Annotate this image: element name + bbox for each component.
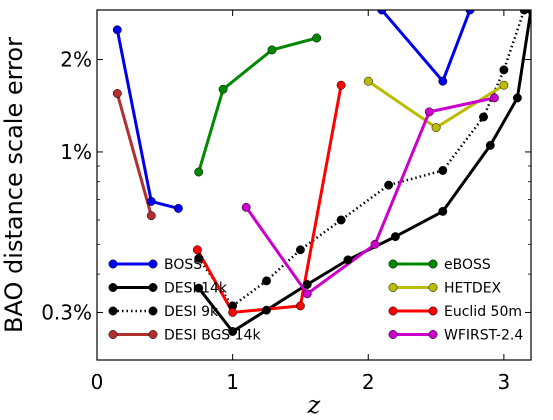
x-tick-label: 1 [226,370,239,394]
data-point-desi-14k-3 [302,280,312,289]
series-line-boss [115,29,179,210]
data-point-desi-9k-8 [499,65,509,75]
data-point-eboss-0 [194,167,204,177]
data-point-boss-1 [146,196,156,206]
data-point-desi-9k-4 [336,215,346,225]
data-point-eboss-1 [218,84,228,94]
data-point-desi-14k-1 [228,327,238,336]
data-point-desi-9k-6 [438,166,448,175]
marker-layer [112,10,531,336]
series-line-desi-bgs-14k [115,93,153,217]
series-layer [115,10,531,333]
data-point-desi-bgs-14k-0 [112,89,122,98]
data-point-desi-14k-7 [485,140,495,150]
legend-label-desi-14k: DESI 14k [164,281,228,297]
legend-label-desi-bgs-14k: DESI BGS 14k [164,328,261,344]
x-axis-title: z [307,391,321,419]
data-point-euclid-50m-3 [336,80,346,90]
legend-marker-desi-14k [148,283,158,292]
y-tick-label: 1% [60,140,92,164]
legend-marker-eboss [428,259,438,269]
legend-label-boss: BOSS [164,257,202,273]
tick-layer: 0 1 2 3 0.3% 1% 2% [41,10,531,394]
data-point-boss-high-z-0 [377,10,387,15]
legend-marker-euclid-50m [428,306,438,316]
x-tick-label: 2 [362,370,375,394]
legend-marker-hetdex [388,283,398,292]
y-tick-label: 0.3% [41,300,92,324]
data-point-desi-9k-5 [384,180,394,190]
legend-marker-desi-9k [148,306,158,316]
legend-marker-boss [148,259,158,269]
data-point-euclid-50m-2 [295,301,305,311]
legend-marker-hetdex [428,283,438,292]
data-point-desi-14k-8 [512,93,522,103]
data-point-desi-9k-7 [479,112,488,122]
legend-label-wfirst-2-4: WFIRST-2.4 [444,328,523,344]
data-point-desi-14k-2 [262,305,271,315]
legend-marker-desi-bgs-14k [148,330,158,339]
data-point-hetdex-1 [431,123,441,133]
data-point-euclid-50m-1 [228,307,238,317]
plot-frame [96,9,532,361]
y-axis-title: BAO distance scale error [0,37,28,333]
data-point-boss-high-z-2 [465,10,475,15]
legend-marker-wfirst-2-4 [388,330,398,339]
data-point-wfirst-2-4-1 [302,289,312,299]
y-tick-label: 2% [60,48,92,72]
legend-label-euclid-50m: Euclid 50m [444,304,522,320]
legend-marker-desi-bgs-14k [108,330,118,339]
legend-marker-wfirst-2-4 [428,330,438,339]
data-point-boss-2 [173,203,183,213]
legend-label-desi-9k: DESI 9k [164,304,219,320]
legend-marker-desi-9k [108,306,118,316]
data-point-hetdex-2 [499,80,509,90]
data-point-desi-14k-6 [438,206,448,216]
series-line-desi-9k [197,10,526,308]
data-point-euclid-50m-0 [192,245,202,255]
data-point-desi-14k-5 [390,232,400,242]
legend-marker-eboss [388,259,398,269]
legend: BOSS DESI 14k DESI 9k DESI BGS 14k eBOSS HETD… [108,257,523,344]
data-point-wfirst-2-4-4 [489,93,499,103]
legend-label-hetdex: HETDEX [444,281,502,297]
data-point-desi-14k-0 [194,283,204,293]
data-point-desi-bgs-14k-1 [146,211,156,221]
x-tick-label: 0 [91,370,104,394]
data-point-desi-9k-9 [519,10,529,15]
data-point-desi-14k-4 [343,255,353,265]
data-point-boss-high-z-1 [438,76,448,86]
data-point-eboss-2 [267,45,277,55]
x-tick-label: 3 [498,370,511,394]
data-point-hetdex-0 [363,76,373,86]
data-point-wfirst-2-4-0 [241,202,251,212]
data-point-wfirst-2-4-2 [370,239,380,249]
data-point-wfirst-2-4-3 [424,107,434,117]
data-point-desi-9k-3 [295,245,305,255]
legend-marker-desi-14k [108,283,118,292]
data-point-desi-9k-2 [262,276,271,286]
data-point-desi-9k-0 [194,253,204,263]
series-line-boss-high-z [380,10,472,83]
legend-marker-euclid-50m [388,306,398,316]
data-point-boss-0 [112,25,122,35]
legend-label-eboss: eBOSS [444,257,491,273]
series-line-eboss [197,36,318,173]
data-point-eboss-3 [312,33,322,43]
legend-marker-boss [108,259,118,269]
